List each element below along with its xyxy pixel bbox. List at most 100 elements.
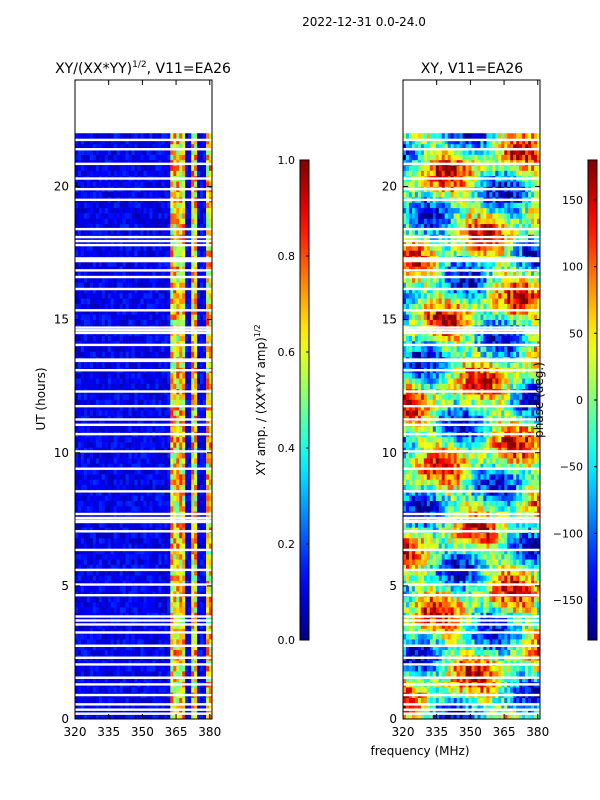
- heatmap-cell: [206, 452, 210, 459]
- heatmap-cell: [125, 218, 129, 225]
- heatmap-cell: [188, 553, 192, 560]
- heatmap-cell: [170, 495, 174, 501]
- heatmap-cell: [161, 314, 165, 320]
- heatmap-cell: [173, 463, 177, 470]
- heatmap-cell: [209, 639, 213, 645]
- heatmap-cell: [164, 250, 168, 257]
- heatmap-cell: [191, 623, 195, 629]
- heatmap-cell: [152, 553, 156, 560]
- heatmap-cell: [167, 495, 171, 501]
- heatmap-cell: [191, 601, 195, 608]
- heatmap-cell: [191, 585, 195, 592]
- heatmap-cell: [131, 521, 135, 528]
- heatmap-cell: [95, 687, 100, 693]
- heatmap-cell: [161, 372, 165, 379]
- heatmap-cell: [134, 143, 138, 150]
- heatmap-cell: [98, 351, 103, 358]
- heatmap-cell: [75, 154, 79, 161]
- heatmap-cell: [128, 277, 132, 283]
- heatmap-cell: [206, 687, 210, 693]
- heatmap-cell: [119, 181, 123, 187]
- heatmap-cell: [170, 575, 174, 581]
- heatmap-cell: [188, 410, 192, 416]
- heatmap-cell: [77, 676, 82, 683]
- heatmap-cell: [134, 261, 138, 267]
- heatmap-cell: [173, 308, 177, 315]
- heatmap-cell: [113, 644, 117, 651]
- heatmap-cell: [89, 277, 94, 283]
- heatmap-cell: [149, 607, 153, 613]
- heatmap-cell: [179, 213, 183, 219]
- heatmap-cell: [179, 490, 183, 496]
- heatmap-cell: [77, 569, 82, 576]
- heatmap-cell: [176, 633, 180, 640]
- heatmap-cell: [98, 138, 103, 145]
- heatmap-cell: [143, 671, 147, 677]
- heatmap-cell: [188, 277, 192, 283]
- heatmap-cell: [173, 218, 177, 225]
- heatmap-cell: [95, 601, 100, 608]
- heatmap-cell: [86, 463, 91, 470]
- heatmap-cell: [122, 463, 126, 470]
- heatmap-cell: [179, 426, 183, 432]
- heatmap-cell: [140, 601, 144, 608]
- heatmap-cell: [116, 404, 120, 411]
- heatmap-cell: [146, 372, 150, 379]
- heatmap-cell: [113, 202, 117, 209]
- heatmap-cell: [155, 548, 159, 555]
- heatmap-cell: [206, 410, 210, 416]
- heatmap-cell: [188, 202, 192, 209]
- heatmap-cell: [104, 308, 109, 315]
- heatmap-cell: [101, 575, 106, 581]
- heatmap-cell: [179, 202, 183, 209]
- heatmap-cell: [203, 671, 207, 677]
- heatmap-cell: [98, 229, 103, 235]
- heatmap-cell: [80, 271, 85, 278]
- heatmap-cell: [152, 484, 156, 491]
- heatmap-cell: [194, 213, 198, 219]
- heatmap-cell: [182, 697, 186, 704]
- heatmap-cell: [98, 378, 103, 384]
- heatmap-cell: [197, 335, 201, 342]
- heatmap-cell: [185, 165, 189, 171]
- heatmap-cell: [80, 585, 85, 592]
- heatmap-cell: [161, 351, 165, 358]
- heatmap-cell: [77, 697, 82, 704]
- heatmap-cell: [77, 191, 82, 198]
- heatmap-cell: [83, 490, 88, 496]
- heatmap-cell: [176, 261, 180, 267]
- heatmap-cell: [92, 138, 97, 145]
- heatmap-cell: [110, 543, 115, 549]
- heatmap-cell: [209, 484, 213, 491]
- heatmap-cell: [158, 213, 162, 219]
- heatmap-cell: [134, 569, 138, 576]
- heatmap-cell: [140, 170, 144, 177]
- heatmap-cell: [110, 426, 115, 432]
- heatmap-cell: [89, 521, 94, 528]
- heatmap-cell: [83, 143, 88, 150]
- heatmap-cell: [119, 298, 123, 304]
- heatmap-cell: [75, 575, 79, 581]
- heatmap-cell: [197, 362, 201, 368]
- heatmap-cell: [164, 644, 168, 651]
- heatmap-cell: [101, 426, 106, 432]
- heatmap-cell: [113, 559, 117, 565]
- heatmap-cell: [119, 703, 123, 709]
- heatmap-cell: [101, 569, 106, 576]
- heatmap-cell: [86, 207, 91, 214]
- heatmap-cell: [143, 303, 147, 310]
- heatmap-cell: [173, 404, 177, 411]
- heatmap-cell: [75, 223, 79, 230]
- heatmap-cell: [200, 245, 204, 251]
- heatmap-cell: [128, 601, 132, 608]
- heatmap-cell: [125, 532, 129, 539]
- heatmap-cell: [89, 298, 94, 304]
- heatmap-cell: [188, 532, 192, 539]
- heatmap-cell: [116, 479, 120, 485]
- heatmap-cell: [173, 569, 177, 576]
- heatmap-cell: [134, 245, 138, 251]
- heatmap-cell: [185, 479, 189, 485]
- heatmap-cell: [170, 442, 174, 448]
- heatmap-cell: [110, 649, 115, 656]
- heatmap-cell: [113, 165, 117, 171]
